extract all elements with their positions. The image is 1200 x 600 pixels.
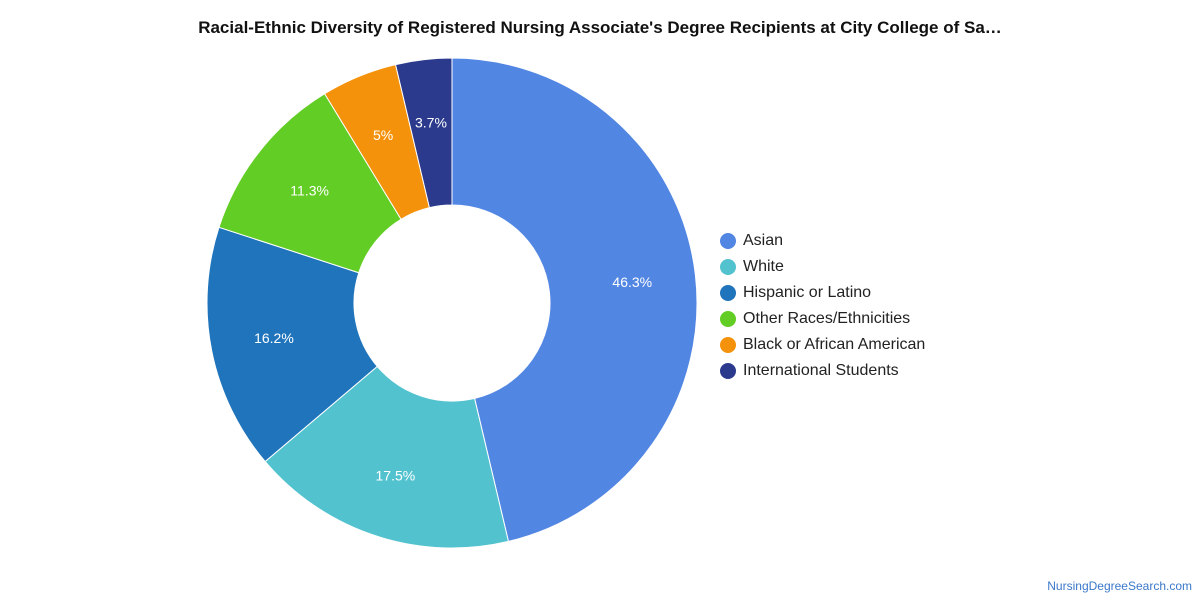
legend-swatch-icon (720, 285, 736, 301)
chart-title: Racial-Ethnic Diversity of Registered Nu… (198, 18, 1002, 37)
legend-swatch-icon (720, 233, 736, 249)
slice-hispanic-or-latino[interactable] (206, 226, 378, 463)
legend-swatch-icon (720, 363, 736, 379)
legend-label: Hispanic or Latino (743, 284, 872, 301)
legend-item-white[interactable]: White (720, 254, 925, 280)
slice-white[interactable] (264, 365, 510, 549)
slice-label-other-races-ethnicities: 11.3% (290, 182, 329, 198)
legend: Asian White Hispanic or Latino Other Races/… (720, 228, 925, 384)
legend-label: International Students (743, 362, 899, 379)
legend-label: Black or African American (743, 336, 926, 353)
slice-label-hispanic-or-latino: 16.2% (254, 330, 294, 346)
slice-label-international-students: 3.7% (415, 115, 447, 131)
slice-other-races-ethnicities[interactable] (218, 93, 402, 274)
legend-swatch-icon (720, 337, 736, 353)
legend-item-hispanic-or-latino[interactable]: Hispanic or Latino (720, 280, 925, 306)
slice-international-students[interactable] (394, 57, 453, 209)
slice-asian[interactable] (451, 57, 698, 543)
legend-swatch-icon (720, 259, 736, 275)
slice-label-black-or-african-american: 5% (373, 127, 393, 143)
legend-swatch-icon (720, 311, 736, 327)
slice-label-white: 17.5% (376, 467, 416, 483)
watermark-link[interactable]: NursingDegreeSearch.com (1047, 579, 1192, 593)
legend-label: Asian (743, 232, 784, 249)
legend-label: White (743, 258, 784, 275)
slice-label-asian: 46.3% (612, 274, 652, 290)
legend-item-international-students[interactable]: International Students (720, 358, 925, 384)
legend-item-other-races-ethnicities[interactable]: Other Races/Ethnicities (720, 306, 925, 332)
legend-label: Other Races/Ethnicities (743, 310, 911, 327)
legend-item-asian[interactable]: Asian (720, 228, 925, 254)
legend-item-black-or-african-american[interactable]: Black or African American (720, 332, 925, 358)
